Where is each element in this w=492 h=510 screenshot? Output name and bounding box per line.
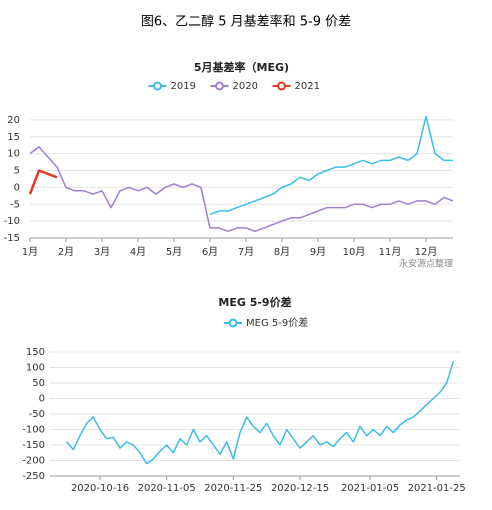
y-tick-label: 50 xyxy=(32,378,45,389)
caption: 图6、乙二醇 5 月基差率和 5-9 价差 xyxy=(141,14,351,30)
legend-label: MEG 5-9价差 xyxy=(246,316,308,329)
source-note: 永安源点整理 xyxy=(399,258,453,270)
y-tick-label: 100 xyxy=(26,363,45,374)
legend-label: 2021 xyxy=(295,81,320,92)
x-tick-label: 4月 xyxy=(130,246,146,258)
x-tick-label: 9月 xyxy=(310,246,326,258)
y-tick-label: -50 xyxy=(29,409,45,420)
y-tick-label: 10 xyxy=(7,149,20,160)
legend-label: 2020 xyxy=(233,81,258,92)
y-tick-label: 20 xyxy=(7,115,20,126)
legend-marker xyxy=(228,318,238,328)
y-tick-label: -15 xyxy=(4,233,20,244)
series-line xyxy=(28,169,58,195)
legend-marker xyxy=(153,81,162,91)
y-tick-label: -150 xyxy=(22,440,45,451)
x-tick-label: 3月 xyxy=(94,246,110,258)
x-tick-label: 1月 xyxy=(22,246,38,258)
x-tick-label: 2020-12-15 xyxy=(271,483,329,494)
x-tick-label: 7月 xyxy=(238,246,254,258)
x-tick-label: 5月 xyxy=(166,246,182,258)
y-tick-label: 150 xyxy=(26,347,45,358)
x-tick-label: 11月 xyxy=(379,246,402,258)
x-tick-label: 2020-10-16 xyxy=(71,483,129,494)
chart-title: 5月基差率（MEG) xyxy=(194,60,289,74)
y-tick-label: 15 xyxy=(7,132,20,143)
x-tick-label: 2020-11-05 xyxy=(138,483,196,494)
y-tick-label: 0 xyxy=(39,394,45,405)
y-tick-label: -5 xyxy=(10,199,20,210)
series-line xyxy=(66,361,455,465)
series-line xyxy=(209,115,453,216)
x-tick-label: 2021-01-05 xyxy=(341,483,399,494)
y-tick-label: 0 xyxy=(14,182,20,193)
legend-label: 2019 xyxy=(171,81,196,92)
x-tick-label: 2021-01-25 xyxy=(408,483,466,494)
legend-marker xyxy=(277,81,286,91)
y-tick-label: -200 xyxy=(22,456,45,467)
x-tick-label: 12月 xyxy=(415,246,438,258)
series-line xyxy=(29,146,454,233)
legend-marker xyxy=(215,81,224,91)
x-tick-label: 6月 xyxy=(202,246,218,258)
y-tick-label: 5 xyxy=(14,166,20,177)
x-tick-label: 10月 xyxy=(343,246,366,258)
x-tick-label: 2020-11-25 xyxy=(204,483,262,494)
x-tick-label: 2月 xyxy=(58,246,74,258)
chart-title: MEG 5-9价差 xyxy=(218,295,291,309)
y-tick-label: -250 xyxy=(22,471,45,482)
x-tick-label: 8月 xyxy=(274,246,290,258)
y-tick-label: -10 xyxy=(4,216,20,227)
y-tick-label: -100 xyxy=(22,425,45,436)
